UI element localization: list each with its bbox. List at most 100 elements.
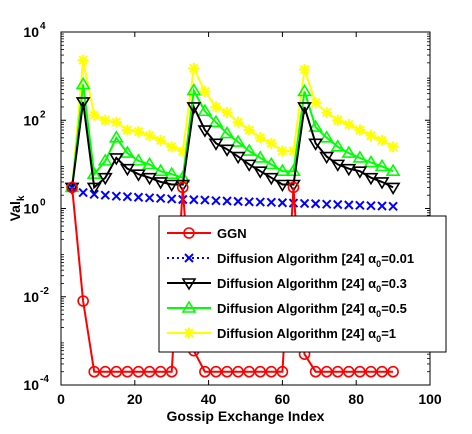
point-0-19 bbox=[276, 365, 289, 378]
point-0-5 bbox=[121, 365, 134, 378]
point-1-3 bbox=[100, 190, 110, 200]
point-3-8 bbox=[153, 163, 169, 177]
point-1-21 bbox=[299, 198, 310, 209]
y-tick-label: 10 bbox=[23, 201, 39, 217]
point-2-2 bbox=[86, 182, 102, 196]
point-2-12 bbox=[197, 125, 213, 138]
point-1-27 bbox=[366, 200, 376, 211]
y-tick-exponent: 4 bbox=[40, 21, 46, 32]
point-2-24 bbox=[330, 159, 346, 172]
point-0-10 bbox=[176, 181, 189, 194]
legend-entry-0: GGN bbox=[167, 226, 247, 241]
y-tick-exponent: -4 bbox=[40, 374, 49, 385]
point-2-3 bbox=[97, 172, 113, 186]
series-layer bbox=[64, 54, 401, 378]
point-0-9 bbox=[165, 365, 178, 378]
point-4-23 bbox=[321, 106, 333, 118]
point-0-7 bbox=[143, 365, 156, 378]
point-0-6 bbox=[132, 365, 145, 378]
point-3-21 bbox=[297, 83, 312, 97]
point-2-4 bbox=[108, 153, 124, 166]
point-2-26 bbox=[352, 166, 368, 179]
legend-label: GGN bbox=[217, 226, 247, 241]
point-3-28 bbox=[374, 158, 390, 172]
point-1-28 bbox=[377, 201, 387, 211]
point-1-26 bbox=[355, 200, 365, 211]
point-2-23 bbox=[319, 151, 335, 165]
point-4-1 bbox=[77, 54, 89, 66]
point-3-1 bbox=[75, 76, 91, 90]
point-4-9 bbox=[166, 141, 178, 153]
x-tick-label: 0 bbox=[57, 391, 65, 407]
point-4-14 bbox=[221, 106, 233, 118]
point-3-3 bbox=[97, 153, 113, 166]
point-3-6 bbox=[131, 153, 146, 166]
point-3-17 bbox=[252, 150, 268, 163]
legend: GGN Diffusion Algorithm [24] α0=0.01 Diffu… bbox=[158, 215, 447, 353]
point-1-8 bbox=[155, 193, 166, 204]
point-0-13 bbox=[210, 365, 222, 378]
y-tick-label: 10 bbox=[23, 377, 39, 393]
point-3-24 bbox=[330, 139, 346, 152]
point-1-6 bbox=[133, 192, 144, 202]
point-2-15 bbox=[230, 151, 246, 165]
point-1-29 bbox=[388, 201, 398, 212]
point-4-28 bbox=[376, 134, 388, 146]
point-3-13 bbox=[208, 114, 224, 128]
point-2-20 bbox=[286, 179, 301, 193]
point-0-27 bbox=[365, 365, 377, 378]
point-3-19 bbox=[274, 163, 290, 177]
x-tick-label: 20 bbox=[127, 391, 143, 407]
point-1-7 bbox=[144, 193, 155, 203]
point-2-14 bbox=[219, 144, 235, 157]
point-3-25 bbox=[341, 145, 357, 158]
point-0-4 bbox=[110, 365, 123, 378]
point-3-18 bbox=[263, 156, 279, 170]
x-tick-label: 100 bbox=[418, 391, 442, 407]
point-2-16 bbox=[241, 159, 257, 172]
point-4-4 bbox=[110, 116, 122, 128]
point-2-29 bbox=[385, 182, 401, 196]
point-1-12 bbox=[200, 195, 210, 205]
point-4-2 bbox=[88, 109, 100, 121]
point-0-18 bbox=[265, 365, 278, 378]
point-2-25 bbox=[341, 163, 357, 177]
x-tick-label: 40 bbox=[201, 391, 217, 407]
point-3-22 bbox=[308, 119, 324, 132]
legend-swatch-marker bbox=[181, 278, 197, 291]
point-0-29 bbox=[387, 365, 399, 378]
point-4-20 bbox=[287, 145, 299, 157]
point-4-18 bbox=[265, 137, 277, 149]
point-0-22 bbox=[309, 365, 322, 378]
point-1-24 bbox=[333, 199, 343, 210]
point-2-17 bbox=[252, 166, 268, 179]
point-0-12 bbox=[199, 365, 211, 378]
point-3-29 bbox=[385, 163, 401, 177]
point-4-16 bbox=[243, 124, 255, 136]
legend-label: Diffusion Algorithm [24] α0=0.01 bbox=[217, 251, 414, 269]
point-1-15 bbox=[233, 196, 243, 207]
point-0-0 bbox=[66, 181, 78, 194]
legend-swatch-marker bbox=[184, 253, 194, 263]
point-4-22 bbox=[310, 97, 322, 109]
point-2-7 bbox=[142, 172, 157, 186]
point-0-8 bbox=[154, 365, 167, 378]
point-2-0 bbox=[64, 182, 80, 196]
point-3-11 bbox=[186, 83, 202, 96]
point-0-14 bbox=[221, 365, 233, 378]
point-3-9 bbox=[164, 166, 180, 179]
series-0 bbox=[66, 181, 399, 378]
point-3-7 bbox=[142, 156, 157, 170]
point-3-4 bbox=[108, 130, 124, 143]
point-4-13 bbox=[210, 101, 222, 113]
y-tick-label: 10 bbox=[23, 112, 39, 128]
point-2-8 bbox=[153, 177, 169, 190]
y-tick-exponent: 2 bbox=[40, 109, 46, 120]
point-4-8 bbox=[155, 134, 167, 146]
point-3-27 bbox=[363, 154, 379, 168]
point-0-3 bbox=[99, 365, 112, 378]
point-4-21 bbox=[299, 64, 311, 76]
legend-label: Diffusion Algorithm [24] α0=1 bbox=[217, 326, 396, 344]
point-2-27 bbox=[363, 172, 379, 186]
